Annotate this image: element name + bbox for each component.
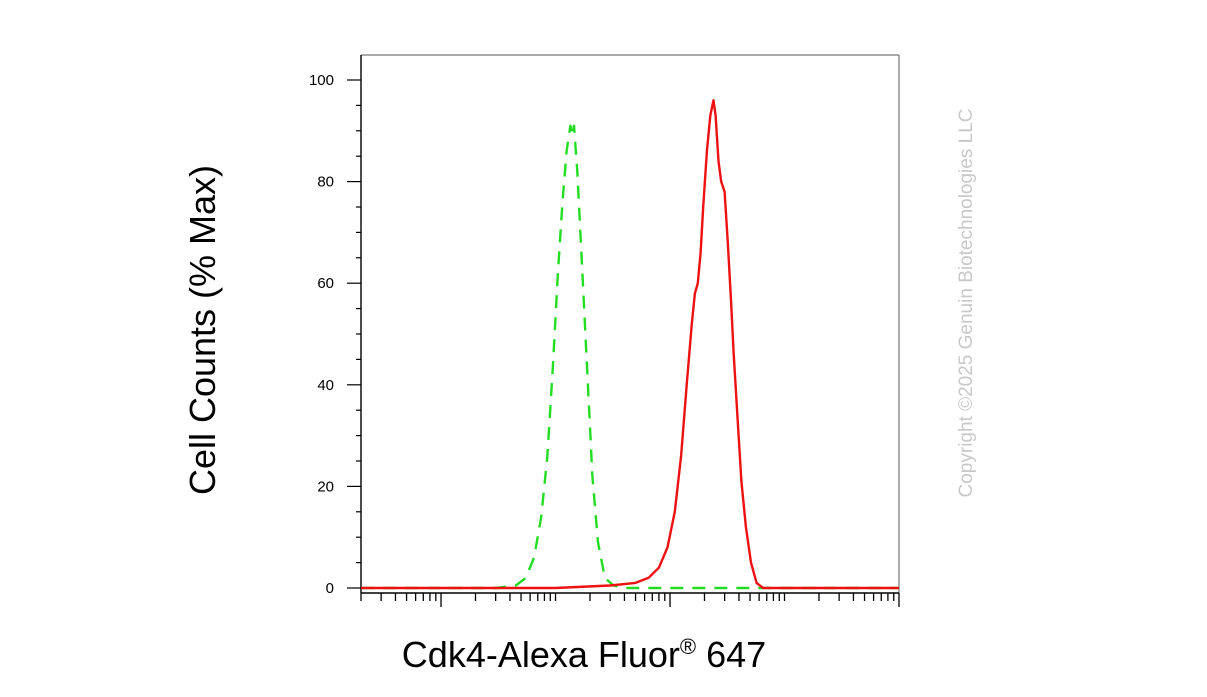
series-line-2 (361, 99, 899, 590)
y-tick-label: 0 (326, 580, 334, 597)
series-line-1 (361, 124, 899, 590)
y-tick-label: 80 (317, 174, 334, 191)
registered-mark: ® (679, 634, 697, 659)
y-tick-label: 100 (309, 72, 334, 89)
y-tick-label: 20 (317, 478, 334, 495)
x-axis-label-suffix: 647 (696, 634, 767, 675)
axes: 0 20 40 60 80 100 (309, 54, 900, 607)
y-axis-label: Cell Counts (% Max) (182, 164, 223, 496)
series-lines (361, 99, 899, 590)
x-axis-label: Cdk4-Alexa Fluor® 647 (402, 634, 766, 676)
copyright-watermark: Copyright ©2025 Genuin Biotechnologies L… (956, 108, 977, 498)
y-tick-label: 60 (317, 275, 334, 292)
y-tick-label: 40 (317, 377, 334, 394)
x-axis-label-text: Cdk4-Alexa Fluor (401, 634, 680, 675)
